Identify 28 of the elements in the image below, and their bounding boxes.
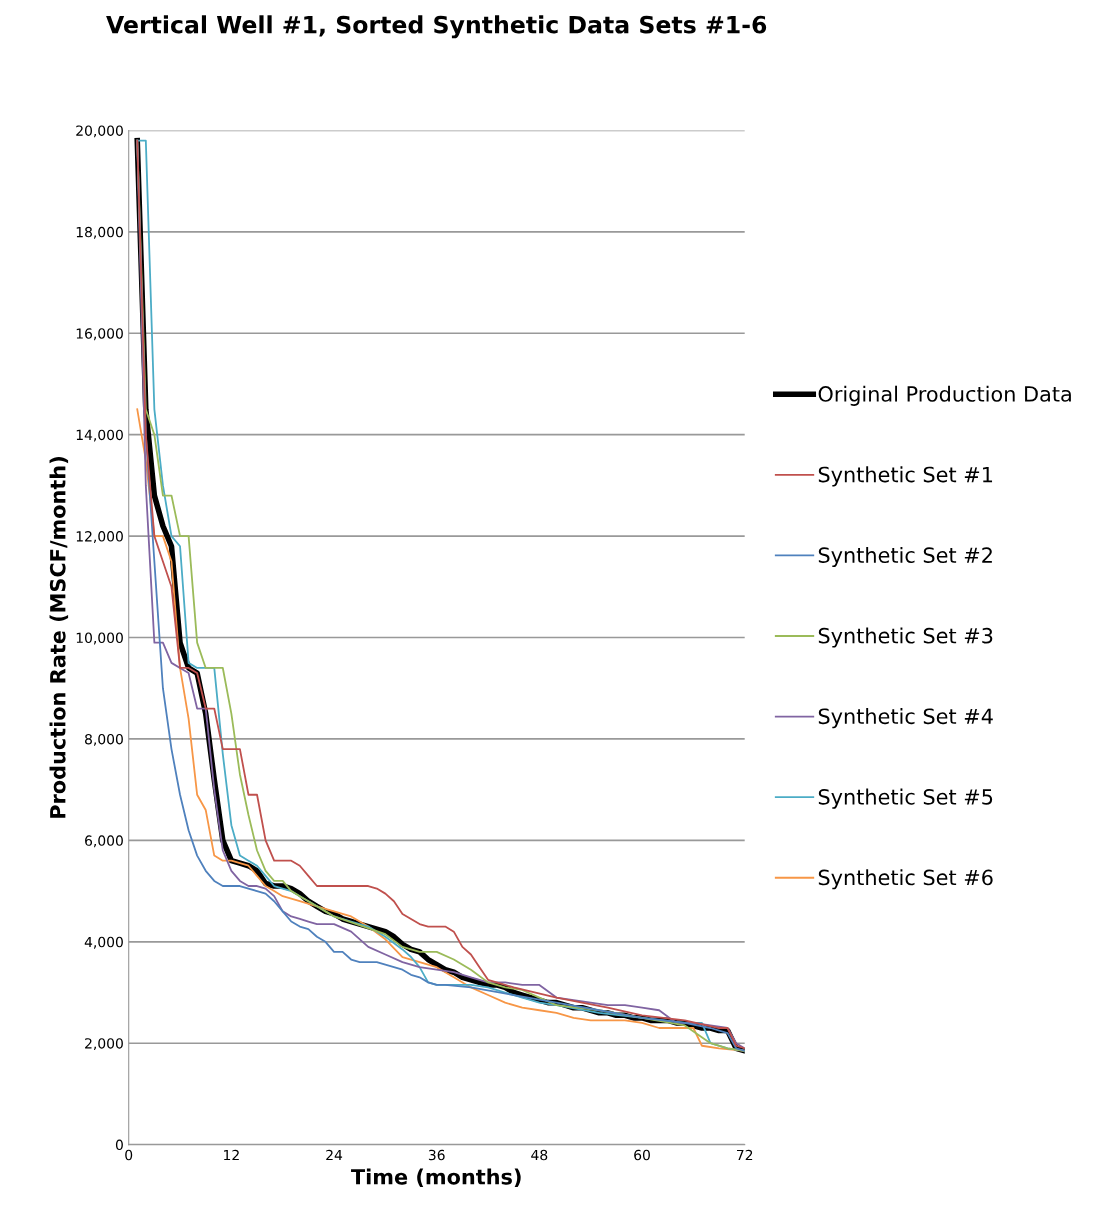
y-tick-label: 18,000 — [76, 226, 123, 239]
y-tick-label: 2,000 — [85, 1038, 123, 1051]
x-axis-title: Time (months) — [351, 1168, 521, 1188]
y-tick-label: 20,000 — [76, 125, 123, 138]
x-tick-label: 60 — [634, 1149, 650, 1161]
x-tick-label: 12 — [224, 1149, 239, 1161]
y-tick-label: 16,000 — [76, 328, 123, 341]
y-tick-label: 6,000 — [85, 835, 123, 848]
y-tick-label: 14,000 — [76, 429, 123, 442]
y-tick-label: 4,000 — [84, 936, 123, 949]
x-tick-label: 48 — [531, 1149, 548, 1161]
y-tick-label: 8,000 — [85, 733, 123, 746]
legend-label: Synthetic Set #6 — [818, 869, 993, 890]
y-tick-label: 10,000 — [76, 632, 123, 645]
legend-label: Synthetic Set #2 — [818, 546, 992, 568]
x-tick-label: 72 — [737, 1149, 753, 1161]
chart-title: Vertical Well #1, Sorted Synthetic Data Sets #1-6 — [106, 15, 767, 39]
x-tick-label: 0 — [125, 1149, 133, 1161]
legend-label: Synthetic Set #3 — [818, 627, 993, 648]
legend-label: Synthetic Set #5 — [818, 788, 993, 809]
legend-label: Synthetic Set #4 — [818, 708, 993, 729]
legend-label: Original Production Data — [818, 385, 1071, 406]
y-axis-title: Production Rate (MSCF/month) — [49, 457, 69, 818]
legend-label: Synthetic Set #1 — [818, 466, 993, 487]
y-tick-label: 0 — [115, 1139, 123, 1151]
y-tick-label: 12,000 — [76, 531, 123, 544]
x-tick-label: 24 — [326, 1149, 343, 1161]
x-tick-label: 36 — [428, 1149, 445, 1161]
